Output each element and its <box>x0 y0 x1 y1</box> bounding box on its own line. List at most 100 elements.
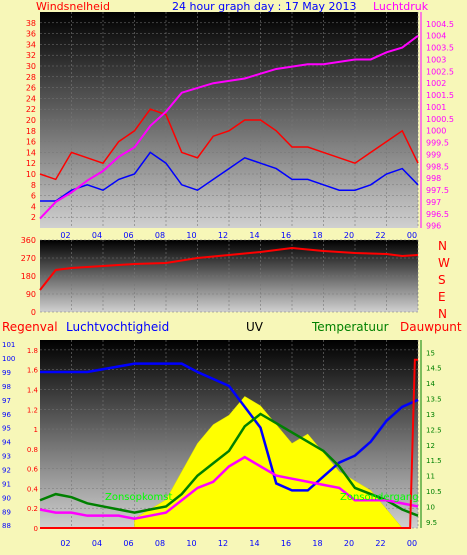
p3-humidity-tick-label: 99 <box>2 369 11 377</box>
p1-right-tick-label: 998 <box>426 174 441 183</box>
panel-wind-pressure-series <box>39 34 419 220</box>
p1-right-tick-label: 1001.5 <box>426 91 454 100</box>
p1-left-tick-label: 12 <box>26 159 36 168</box>
p1-left-tick-label: 2 <box>31 213 36 222</box>
p3-humidity-tick-label: 97 <box>2 397 11 405</box>
p3-rain-tick-label: 0.6 <box>27 466 39 474</box>
p3-humidity-tick-label: 100 <box>2 355 15 363</box>
chart-title: 24 hour graph day : 17 May 2013 <box>172 0 357 13</box>
p3-humidity-tick-label: 91 <box>2 480 11 488</box>
p2-left-tick-label: 180 <box>21 272 36 281</box>
p3-x-tick-label: 16 <box>281 539 291 548</box>
p1-right-tick-label: 997 <box>426 198 441 207</box>
p3-x-tick-label: 14 <box>249 539 259 548</box>
p1-right-tick-label: 1003 <box>426 55 446 64</box>
p3-temp-tick-label: 13.5 <box>426 396 442 404</box>
p3-temp-tick-label: 12 <box>426 442 435 450</box>
p3-rain-tick-label: 0.2 <box>27 505 38 513</box>
humidity-line <box>40 362 419 492</box>
p1-left-tick-label: 30 <box>26 62 36 71</box>
p1-left-tick-label: 38 <box>26 19 36 28</box>
p1-x-tick-label: 16 <box>281 231 291 240</box>
p3-temp-tick-label: 11.5 <box>426 457 442 465</box>
p3-rain-tick-label: 1.6 <box>27 367 39 375</box>
p2-direction-label: N <box>438 307 447 321</box>
p1-right-tick-label: 1002.5 <box>426 67 454 76</box>
p3-rain-tick-label: 0.8 <box>27 446 38 454</box>
p1-left-tick-label: 22 <box>26 105 36 114</box>
p3-temp-tick-label: 14.5 <box>426 365 442 373</box>
label-luchtvochtigheid: Luchtvochtigheid <box>66 320 169 334</box>
dewpoint-line <box>39 455 419 521</box>
p3-humidity-tick-label: 96 <box>2 411 11 419</box>
p3-temp-tick-label: 14 <box>426 380 435 388</box>
p1-left-tick-label: 26 <box>26 84 36 93</box>
temperature-line <box>39 412 419 517</box>
label-dauwpunt: Dauwpunt <box>400 320 462 334</box>
p1-x-tick-label: 08 <box>155 231 165 240</box>
p2-direction-label: E <box>438 290 446 304</box>
p1-right-tick-label: 997.5 <box>426 186 449 195</box>
p3-x-tick-label: 20 <box>344 539 354 548</box>
p1-right-tick-label: 999.5 <box>426 139 449 148</box>
p1-right-tick-label: 1003.5 <box>426 44 454 53</box>
panel-climate-series <box>39 358 419 529</box>
p3-humidity-tick-label: 89 <box>2 508 11 516</box>
left-axis-title: Windsnelheid <box>36 0 110 13</box>
p2-direction-label: N <box>438 239 447 253</box>
p3-temp-tick-label: 10 <box>426 503 435 511</box>
label-uv: UV <box>246 320 264 334</box>
p2-left-tick-label: 270 <box>21 254 36 263</box>
p2-left-tick-label: 360 <box>21 236 36 245</box>
p3-temp-tick-label: 15 <box>426 349 435 357</box>
p3-humidity-tick-label: 94 <box>2 439 11 447</box>
p1-left-tick-label: 10 <box>26 170 36 179</box>
p2-direction-label: S <box>438 273 446 287</box>
p3-temp-tick-label: 9.5 <box>426 519 437 527</box>
p3-humidity-tick-label: 90 <box>2 494 11 502</box>
p3-humidity-tick-label: 88 <box>2 522 11 530</box>
panel-wind-direction-grid <box>40 239 419 313</box>
panel-wind-direction-series <box>39 246 419 291</box>
p3-temp-tick-label: 11 <box>426 473 435 481</box>
p3-x-tick-label: 12 <box>218 539 228 548</box>
p1-x-tick-label: 20 <box>344 231 354 240</box>
series-line <box>39 34 419 220</box>
p1-left-tick-label: 6 <box>31 192 36 201</box>
p2-left-tick-label: 90 <box>26 290 36 299</box>
p3-humidity-tick-label: 98 <box>2 383 11 391</box>
label-temperatuur: Temperatuur <box>311 320 389 334</box>
p1-left-tick-label: 14 <box>26 148 36 157</box>
p3-humidity-tick-label: 101 <box>2 341 15 349</box>
p3-rain-tick-label: 0 <box>34 525 38 533</box>
axis-ticks: 02 04 06 08 10 12 14 16 18 20 22 002468101214161820… <box>2 19 454 548</box>
p3-rain-tick-label: 1.2 <box>27 406 38 414</box>
p3-x-tick-label: 06 <box>123 539 133 548</box>
p3-x-tick-label: 04 <box>92 539 102 548</box>
p1-right-tick-label: 999 <box>426 150 441 159</box>
p1-x-tick-label: 00 <box>407 231 417 240</box>
series-line <box>39 246 419 291</box>
p1-right-tick-label: 1000.5 <box>426 115 454 124</box>
p1-left-tick-label: 32 <box>26 51 36 60</box>
p3-x-tick-label: 22 <box>375 539 385 548</box>
p1-right-tick-label: 996 <box>426 222 441 231</box>
p3-humidity-tick-label: 93 <box>2 453 11 461</box>
p1-x-tick-label: 14 <box>249 231 259 240</box>
p1-left-tick-label: 8 <box>31 181 36 190</box>
p1-x-tick-label: 10 <box>186 231 196 240</box>
p1-right-tick-label: 1000 <box>426 127 446 136</box>
p1-left-tick-label: 4 <box>31 202 36 211</box>
p3-temp-tick-label: 10.5 <box>426 488 442 496</box>
p1-right-tick-label: 1004 <box>426 32 446 41</box>
p3-x-tick-label: 18 <box>312 539 322 548</box>
annotation-sunset: Zonsondergang <box>340 492 419 503</box>
p3-rain-tick-label: 1.8 <box>27 347 38 355</box>
p1-left-tick-label: 28 <box>26 73 36 82</box>
annotation-sunrise: Zonsopkomst <box>105 492 172 503</box>
p3-x-tick-label: 02 <box>60 539 70 548</box>
p1-x-tick-label: 12 <box>218 231 228 240</box>
p1-right-tick-label: 1002 <box>426 79 446 88</box>
p3-rain-tick-label: 1 <box>34 426 38 434</box>
